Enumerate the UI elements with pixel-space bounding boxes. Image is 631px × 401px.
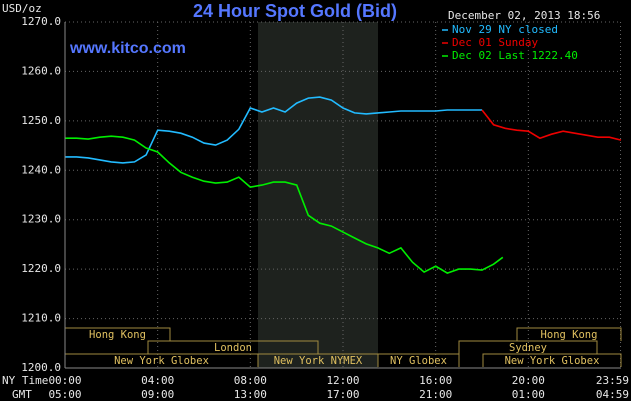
price-line: [481, 109, 622, 141]
session-label: London: [214, 342, 252, 354]
site: www.kitco.com: [69, 40, 186, 57]
x-tick-label: 21:00: [419, 388, 452, 401]
legend-label: Dec 01 Sunday: [452, 36, 538, 49]
session-label: Hong Kong: [89, 329, 146, 341]
x-tick-label: 09:00: [141, 388, 174, 401]
session-label: Hong Kong: [541, 329, 598, 341]
x-tick-label: 05:00: [48, 388, 81, 401]
x-tick-label: 01:00: [512, 388, 545, 401]
x-tick-label: 08:00: [234, 374, 267, 387]
y-tick-label: 1210.0: [21, 312, 61, 325]
session-label: Sydney: [509, 342, 547, 354]
x-tick-label: 00:00: [48, 374, 81, 387]
x-tick-label: 04:59: [596, 388, 629, 401]
x-tick-label: 13:00: [234, 388, 267, 401]
y-tick-label: 1230.0: [21, 213, 61, 226]
legend-label: Dec 02 Last 1222.40: [452, 49, 578, 62]
session-box: [458, 340, 598, 354]
y-tick-label: 1260.0: [21, 64, 61, 77]
x-tick-label: 12:00: [326, 374, 359, 387]
y-tick-label: 1270.0: [21, 15, 61, 28]
session-box: [482, 353, 622, 367]
price-line: [65, 96, 482, 164]
x-row-label: GMT: [12, 388, 32, 401]
x-tick-label: 04:00: [141, 374, 174, 387]
legend-label: Nov 29 NY closed: [452, 23, 558, 36]
x-row-label: NY Time: [2, 374, 48, 387]
y-tick-label: 1240.0: [21, 163, 61, 176]
x-tick-label: 16:00: [419, 374, 452, 387]
session-box: [516, 327, 622, 341]
x-tick-label: 17:00: [326, 388, 359, 401]
session-label: NY Globex: [390, 355, 447, 367]
session-label: New York NYMEX: [274, 355, 363, 367]
sessions: Hong Kong London New York Globex New York N…: [64, 327, 622, 367]
chart-title: 24 Hour Spot Gold (Bid): [193, 1, 397, 21]
session-label: New York Globex: [505, 355, 600, 367]
session-box: [377, 353, 460, 367]
nymex-shade: [258, 22, 378, 368]
y-unit: USD/oz: [2, 2, 42, 15]
price-line: [65, 135, 504, 274]
timestamp: December 02, 2013 18:56: [448, 9, 600, 22]
x-tick-label: 20:00: [512, 374, 545, 387]
x-tick-label: 23:59: [596, 374, 629, 387]
y-tick-label: 1220.0: [21, 262, 61, 275]
y-tick-label: 1200.0: [21, 361, 61, 374]
lines: [65, 96, 622, 274]
y-tick-label: 1250.0: [21, 114, 61, 127]
session-box: [147, 340, 319, 354]
session-label: New York Globex: [114, 355, 209, 367]
